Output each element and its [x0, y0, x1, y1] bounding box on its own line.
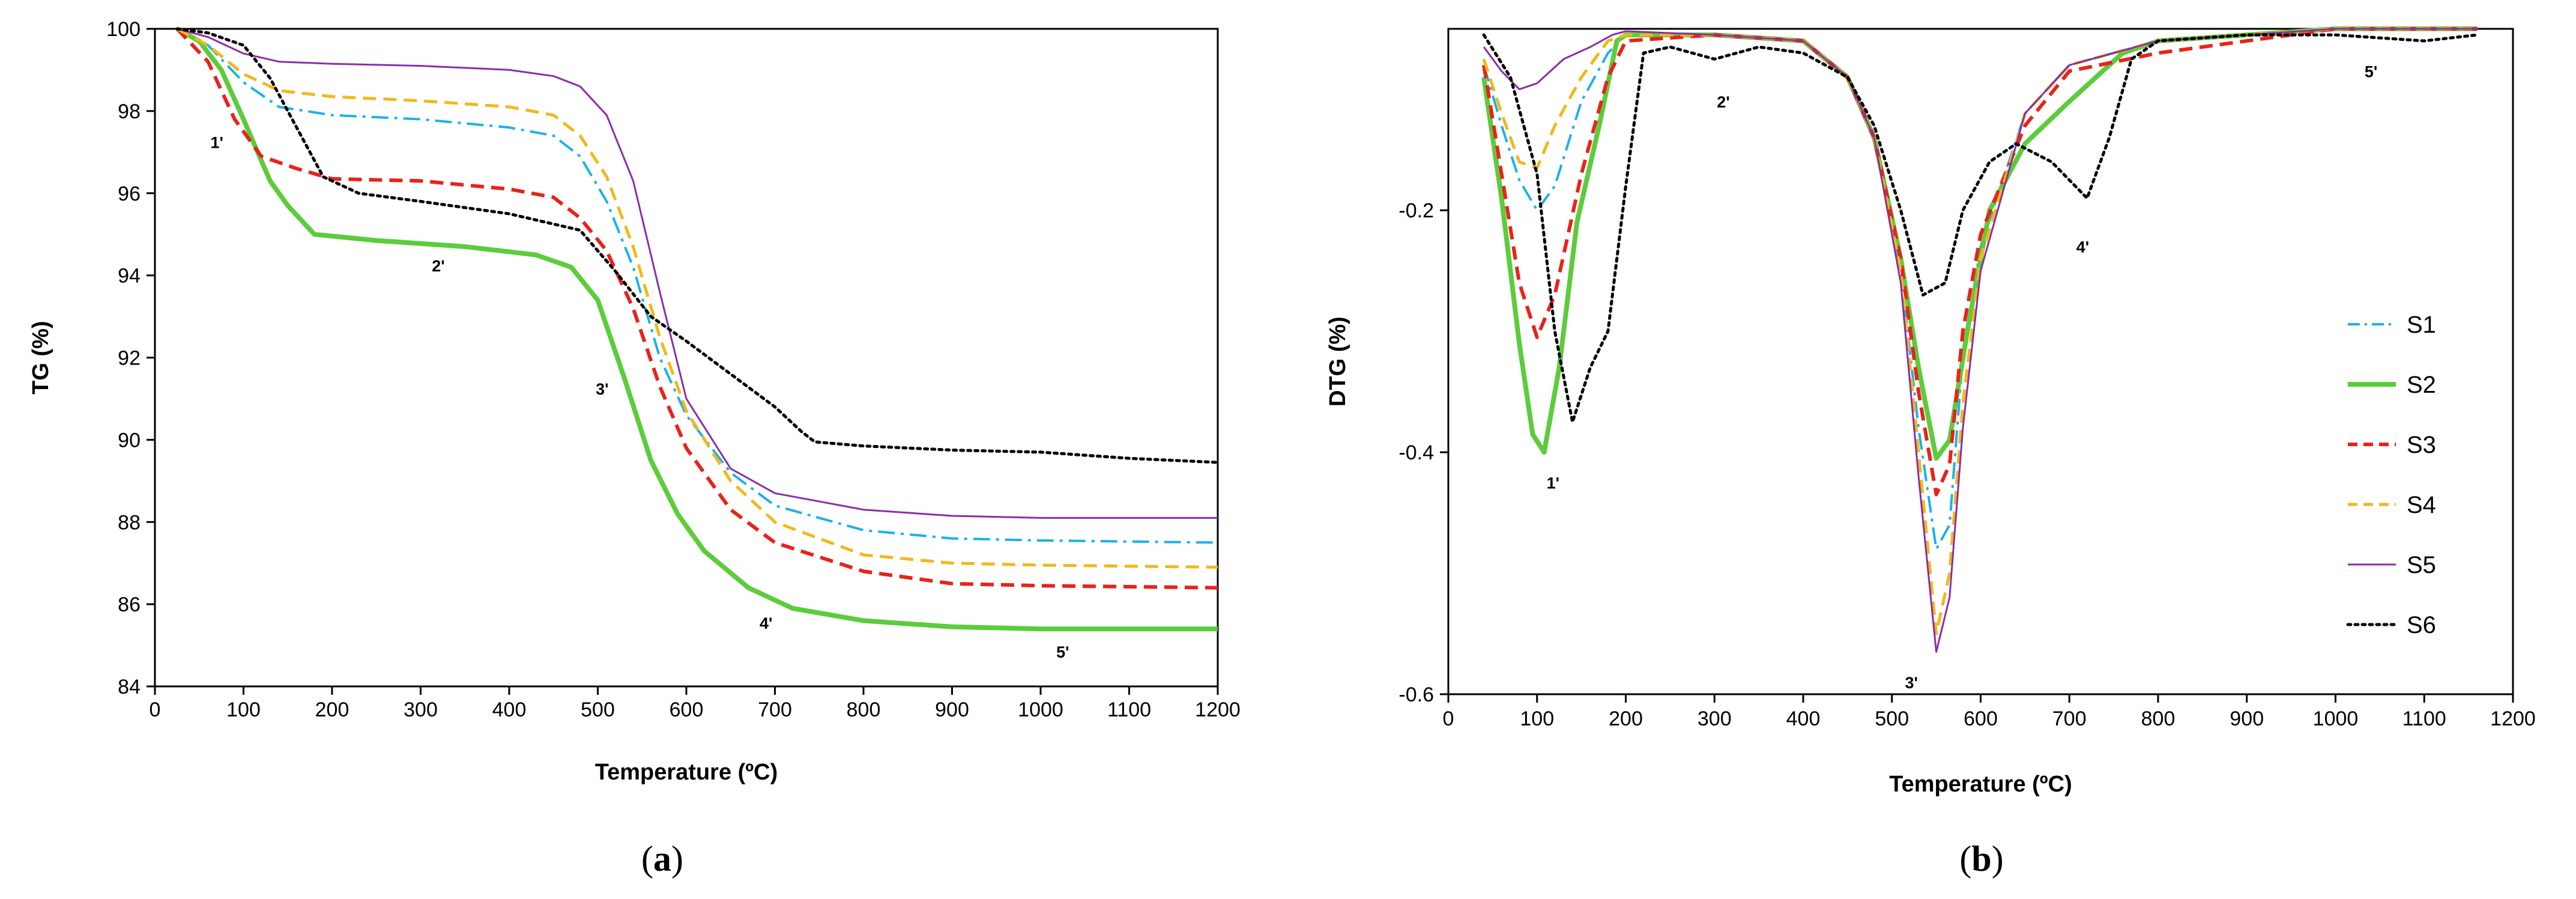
y-tick-label: -0.4	[1398, 441, 1434, 464]
y-tick-label: 96	[118, 183, 141, 205]
x-tick-label: 1100	[1107, 698, 1151, 721]
stage-annotation: 1'	[1547, 474, 1559, 492]
plot-area	[154, 28, 1219, 688]
stage-annotation: 2'	[432, 257, 444, 275]
legend: S1 S2 S3 S4 S5 S6	[2346, 312, 2436, 638]
stage-annotation: 1'	[211, 133, 223, 151]
stage-annotation: 2'	[1717, 93, 1729, 111]
series-line-S3	[175, 27, 1218, 590]
series-line-S1	[176, 28, 1218, 544]
x-tick-label: 900	[935, 698, 969, 721]
stage-annotation: 4'	[2076, 238, 2089, 256]
x-tick-label: 300	[404, 698, 438, 721]
y-tick-label: 86	[118, 593, 141, 616]
y-tick-label: 84	[118, 676, 141, 698]
legend-label-S6: S6	[2407, 612, 2436, 638]
series-line-S6	[1482, 33, 2479, 424]
series-line-S4	[1482, 27, 2478, 635]
series-line-S5	[1483, 28, 2478, 653]
x-tick-label: 500	[1875, 707, 1909, 730]
series-line-S6	[175, 27, 1220, 464]
y-tick-label: 94	[118, 265, 141, 288]
stage-annotation: 3'	[1905, 674, 1918, 692]
x-tick-label: 1200	[1195, 698, 1241, 721]
x-axis-title: Temperature (ºC)	[1889, 772, 2072, 797]
y-tick-label: 92	[118, 347, 141, 370]
x-tick-label: 100	[1520, 707, 1554, 730]
chart-panel-b: 0 100 200 300 400 500 600 700 800 900 1000 1100 1200…	[1325, 26, 2536, 879]
caption-letter: b	[1971, 839, 1991, 879]
x-tick-label: 200	[315, 698, 349, 721]
series-line-S4	[176, 27, 1218, 569]
y-tick-label: 90	[118, 429, 141, 452]
y-tick-label: 100	[106, 18, 141, 41]
y-tick-label: 88	[118, 511, 141, 534]
legend-label-S2: S2	[2407, 372, 2436, 398]
y-axis-title: TG (%)	[28, 321, 53, 394]
x-tick-label: 900	[2230, 707, 2264, 730]
x-tick-label: 800	[847, 698, 881, 721]
x-tick-label: 200	[1609, 707, 1643, 730]
caption-letter: a	[653, 839, 671, 879]
x-tick-label: 800	[2141, 707, 2175, 730]
x-tick-label: 600	[1964, 707, 1998, 730]
y-tick-label: 98	[118, 100, 141, 123]
x-tick-label: 1100	[2402, 707, 2446, 730]
chart-panel-a: 0 100 200 300 400 500 600 700 800 900 1000 1100 1200…	[28, 18, 1241, 879]
x-tick-label: 1000	[1018, 698, 1063, 721]
stage-annotation: 5'	[2365, 63, 2377, 81]
x-tick-label: 400	[1786, 707, 1821, 730]
panel-caption: (a)	[641, 839, 683, 879]
x-tick-label: 100	[226, 698, 261, 721]
x-tick-label: 1200	[2490, 707, 2536, 730]
series-line-S5	[177, 28, 1218, 519]
caption-close: )	[671, 839, 683, 879]
x-tick-label: 400	[492, 698, 527, 721]
plot-area	[1447, 28, 2514, 695]
caption-open: (	[641, 839, 653, 879]
x-tick-label: 600	[670, 698, 704, 721]
y-axis-title: DTG (%)	[1325, 316, 1350, 407]
legend-label-S4: S4	[2407, 492, 2436, 518]
x-tick-label: 700	[2052, 707, 2087, 730]
series-line-S2	[175, 26, 1218, 632]
stage-annotation: 5'	[1056, 643, 1069, 661]
stage-annotation: 3'	[596, 380, 608, 398]
x-tick-label: 500	[581, 698, 615, 721]
legend-label-S5: S5	[2407, 552, 2436, 578]
series-line-S1	[1483, 28, 2478, 551]
x-tick-label: 1000	[2313, 707, 2359, 730]
legend-label-S3: S3	[2407, 432, 2436, 458]
x-tick-label: 700	[758, 698, 792, 721]
legend-label-S1: S1	[2407, 312, 2436, 338]
stage-annotation: 4'	[760, 614, 772, 632]
y-tick-label: -0.6	[1398, 683, 1434, 706]
caption-close: )	[1992, 839, 2004, 879]
y-tick-label: -0.2	[1398, 199, 1434, 222]
x-axis-title: Temperature (ºC)	[595, 760, 778, 785]
panel-caption: (b)	[1959, 839, 2003, 879]
x-tick-label: 0	[150, 698, 161, 721]
x-tick-label: 0	[1443, 707, 1454, 730]
caption-open: (	[1959, 839, 1971, 879]
x-tick-label: 300	[1698, 707, 1732, 730]
